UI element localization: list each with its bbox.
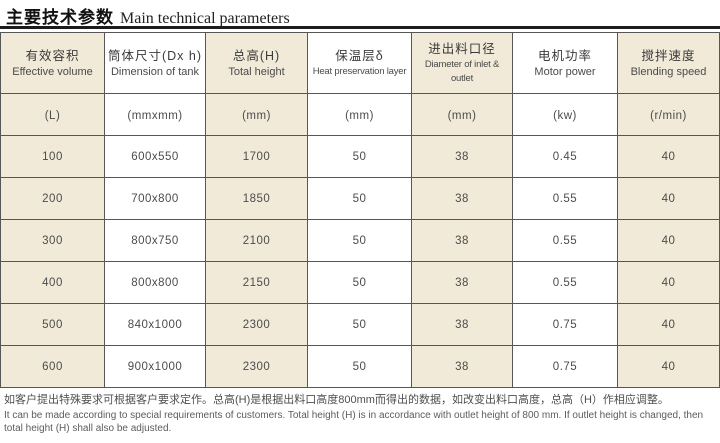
table-cell: 800x800: [104, 261, 206, 304]
table-cell: 900x1000: [104, 345, 206, 388]
unit-label: (mm): [242, 109, 271, 122]
column-unit-2: (mm): [205, 93, 308, 136]
column-header-zh: 总高(H): [232, 48, 281, 63]
page-title-en: Main technical parameters: [120, 10, 290, 27]
table-cell: 840x1000: [104, 303, 206, 346]
column-header-zh: 电机功率: [537, 48, 592, 63]
table-cell: 50: [307, 219, 412, 262]
column-header-zh: 筒体尺寸(Dx h): [107, 48, 203, 63]
column-header-en: Effective volume: [12, 65, 93, 78]
table-cell: 38: [411, 345, 513, 388]
table-cell: 1700: [205, 135, 308, 178]
unit-label: (kw): [553, 109, 577, 122]
table-cell: 50: [307, 261, 412, 304]
table-cell: 38: [411, 135, 513, 178]
table-cell: 40: [617, 303, 720, 346]
table-cell: 300: [0, 219, 105, 262]
table-cell: 1850: [205, 177, 308, 220]
page-title: 主要技术参数 Main technical parameters: [0, 0, 720, 27]
table-cell: 50: [307, 177, 412, 220]
table-row-1: 200 700x800 1850 50 38 0.55 40: [0, 177, 720, 220]
column-unit-1: (mmxmm): [104, 93, 206, 136]
table-cell: 2100: [205, 219, 308, 262]
column-header-en: Heat preservation layer: [312, 65, 407, 77]
table-cell: 38: [411, 219, 513, 262]
unit-label: (r/min): [650, 109, 687, 122]
table-row-3: 400 800x800 2150 50 38 0.55 40: [0, 261, 720, 304]
table-cell: 800x750: [104, 219, 206, 262]
table-cell: 50: [307, 135, 412, 178]
table-cell: 0.75: [512, 345, 618, 388]
table-cell: 40: [617, 345, 720, 388]
column-unit-3: (mm): [307, 93, 412, 136]
table-cell: 0.55: [512, 219, 618, 262]
table-cell: 38: [411, 177, 513, 220]
table-cell: 400: [0, 261, 105, 304]
column-header-1: 筒体尺寸(Dx h) Dimension of tank: [104, 32, 206, 94]
table-row-0: 100 600x550 1700 50 38 0.45 40: [0, 135, 720, 178]
unit-label: (L): [44, 109, 61, 122]
column-header-2: 总高(H) Total height: [205, 32, 308, 94]
column-header-en: Diameter of inlet & outlet: [424, 58, 500, 84]
column-header-0: 有效容积 Effective volume: [0, 32, 105, 94]
table-cell: 2300: [205, 303, 308, 346]
table-cell: 0.55: [512, 261, 618, 304]
parameters-table: 有效容积 Effective volume 筒体尺寸(Dx h) Dimension …: [0, 32, 720, 388]
table-cell: 2150: [205, 261, 308, 304]
title-divider: [0, 26, 720, 29]
footnote-en: It can be made according to special requ…: [4, 410, 704, 434]
footnotes: 如客户提出特殊要求可根据客户要求定作。总高(H)是根据出料口高度800mm而得出…: [0, 388, 720, 435]
table-cell: 200: [0, 177, 105, 220]
column-header-4: 进出料口径 Diameter of inlet & outlet: [411, 32, 513, 94]
table-row-5: 600 900x1000 2300 50 38 0.75 40: [0, 345, 720, 388]
table-cell: 0.75: [512, 303, 618, 346]
column-header-zh: 有效容积: [25, 48, 80, 63]
table-cell: 2300: [205, 345, 308, 388]
table-cell: 0.55: [512, 177, 618, 220]
table-cell: 700x800: [104, 177, 206, 220]
table-cell: 500: [0, 303, 105, 346]
column-header-5: 电机功率 Motor power: [512, 32, 618, 94]
unit-label: (mm): [345, 109, 374, 122]
table-cell: 50: [307, 303, 412, 346]
column-header-en: Motor power: [534, 65, 596, 78]
unit-label: (mmxmm): [127, 109, 183, 122]
table-cell: 40: [617, 219, 720, 262]
table-cell: 600: [0, 345, 105, 388]
table-row-4: 500 840x1000 2300 50 38 0.75 40: [0, 303, 720, 346]
table-header-row: 有效容积 Effective volume 筒体尺寸(Dx h) Dimension …: [0, 32, 720, 94]
table-cell: 38: [411, 261, 513, 304]
column-header-en: Total height: [228, 65, 285, 78]
column-header-zh: 保温层δ: [335, 48, 384, 63]
table-cell: 40: [617, 261, 720, 304]
column-header-3: 保温层δ Heat preservation layer: [307, 32, 412, 94]
column-unit-0: (L): [0, 93, 105, 136]
table-cell: 40: [617, 135, 720, 178]
table-cell: 40: [617, 177, 720, 220]
page-title-zh: 主要技术参数: [6, 8, 114, 27]
column-header-en: Dimension of tank: [110, 65, 200, 78]
table-cell: 100: [0, 135, 105, 178]
column-unit-4: (mm): [411, 93, 513, 136]
footnote-zh: 如客户提出特殊要求可根据客户要求定作。总高(H)是根据出料口高度800mm而得出…: [4, 394, 669, 406]
column-unit-6: (r/min): [617, 93, 720, 136]
column-header-6: 搅拌速度 Blending speed: [617, 32, 720, 94]
column-header-zh: 进出料口径: [428, 41, 496, 56]
column-header-zh: 搅拌速度: [641, 48, 696, 63]
table-cell: 0.45: [512, 135, 618, 178]
unit-label: (mm): [447, 109, 477, 122]
table-row-2: 300 800x750 2100 50 38 0.55 40: [0, 219, 720, 262]
table-cell: 50: [307, 345, 412, 388]
table-cell: 38: [411, 303, 513, 346]
table-units-row: (L) (mmxmm) (mm) (mm) (mm) (kw) (r/min): [0, 93, 720, 136]
table-cell: 600x550: [104, 135, 206, 178]
column-header-en: Blending speed: [630, 65, 707, 78]
column-unit-5: (kw): [512, 93, 618, 136]
